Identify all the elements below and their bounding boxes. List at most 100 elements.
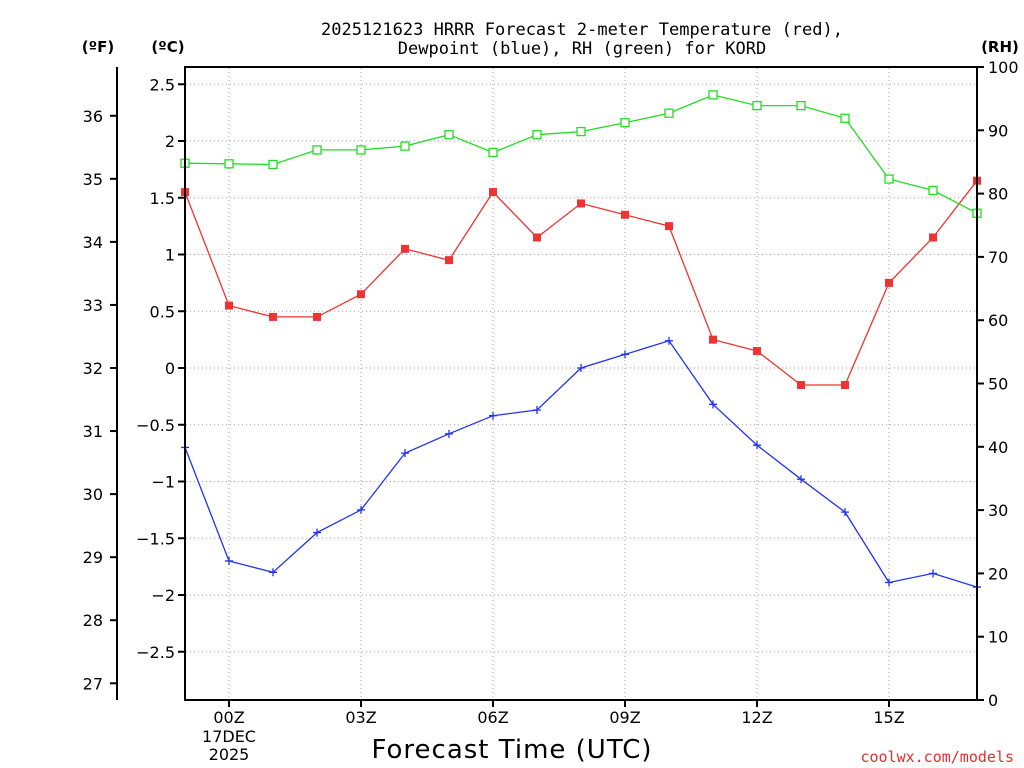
x-tick-label: 15Z (873, 708, 904, 727)
rh-point (356, 145, 366, 155)
fahrenheit-tick-label: 30 (83, 485, 103, 504)
celsius-tick-label: −2.5 (136, 643, 175, 662)
dewpoint-point (753, 441, 761, 450)
rh-point (532, 130, 542, 140)
x-tick-date: 17DEC (202, 727, 256, 746)
temperature-point (225, 301, 233, 310)
rh-line (184, 94, 978, 214)
x-tick-label: 12Z (741, 708, 772, 727)
dewpoint-point (709, 400, 717, 409)
rh-tick-label: 80 (988, 185, 1008, 204)
dewpoint-point (269, 568, 277, 577)
temperature-point (885, 278, 893, 287)
dewpoint-point (929, 569, 937, 578)
rh-tick-label: 50 (988, 375, 1008, 394)
gridlines (186, 68, 976, 699)
temperature-point (709, 335, 717, 344)
temperature-point (445, 256, 453, 265)
celsius-tick-label: 0 (165, 359, 175, 378)
rh-point (884, 174, 894, 184)
rh-tick-label: 100 (988, 58, 1019, 77)
axes: 2.5 2 1.5 1 0.5 0 −0.5 −1 −1.5 −2 −2.5 00Z17DEC2025… (83, 58, 1019, 764)
rh-tick-label: 60 (988, 311, 1008, 330)
temperature-point (797, 381, 805, 390)
temperature-point (753, 346, 761, 355)
temperature-point (665, 222, 673, 231)
dewpoint-point (225, 556, 233, 565)
rh-point (488, 147, 498, 158)
rh-point (708, 90, 718, 100)
fahrenheit-tick-label: 28 (83, 611, 103, 630)
temperature-point (577, 199, 585, 208)
celsius-tick-label: 1 (165, 246, 175, 265)
dewpoint-point (533, 405, 541, 414)
fahrenheit-tick-label: 36 (83, 107, 103, 126)
credit-text: coolwx.com/models (860, 748, 1014, 766)
rh-point (752, 100, 762, 111)
temperature-point (621, 210, 629, 219)
dewpoint-point (445, 429, 453, 438)
celsius-tick-label: 2.5 (150, 75, 175, 94)
dewpoint-line (184, 340, 978, 588)
chart-title-line-2: Dewpoint (blue), RH (green) for KORD (398, 39, 766, 59)
temperature-point (357, 290, 365, 299)
x-tick-label: 00Z (213, 708, 244, 727)
rh-unit-label: (RH) (981, 38, 1019, 56)
celsius-tick-label: −0.5 (136, 416, 175, 435)
fahrenheit-tick-label: 31 (83, 422, 103, 441)
fahrenheit-tick-label: 34 (83, 233, 103, 252)
dewpoint-point (797, 475, 805, 484)
fahrenheit-tick-label: 32 (83, 359, 103, 378)
chart-title-line-1: 2025121623 HRRR Forecast 2-meter Tempera… (321, 20, 843, 40)
temperature-point (533, 233, 541, 242)
dewpoint-point (357, 505, 365, 514)
celsius-tick-label: 0.5 (150, 302, 175, 321)
rh-tick-label: 30 (988, 501, 1008, 520)
rh-tick-label: 0 (988, 691, 998, 710)
temperature-point (401, 244, 409, 253)
x-tick-label: 09Z (609, 708, 640, 727)
temperature-point (313, 312, 321, 321)
x-axis-title: Forecast Time (UTC) (371, 735, 652, 765)
dewpoint-point (577, 364, 585, 372)
rh-point (400, 141, 410, 151)
rh-point (928, 185, 938, 196)
rh-point (796, 100, 806, 111)
x-tick-year: 2025 (209, 745, 250, 764)
rh-point (312, 145, 322, 155)
x-tick-label: 06Z (477, 708, 508, 727)
x-tick-label: 03Z (345, 708, 376, 727)
fahrenheit-tick-label: 27 (83, 674, 103, 693)
dewpoint-point (313, 528, 321, 537)
rh-point (840, 113, 850, 123)
dewpoint-point (841, 508, 849, 517)
celsius-tick-label: −2 (151, 586, 175, 605)
temperature-point (489, 188, 497, 197)
celsius-unit-label: (ºC) (151, 38, 184, 56)
dewpoint-point (885, 578, 893, 587)
fahrenheit-tick-label: 29 (83, 548, 103, 567)
dewpoint-point (665, 336, 673, 345)
rh-tick-label: 40 (988, 438, 1008, 457)
rh-tick-label: 20 (988, 564, 1008, 583)
dewpoint-point (621, 350, 629, 359)
rh-tick-label: 90 (988, 121, 1008, 140)
temperature-point (269, 312, 277, 321)
celsius-tick-label: −1.5 (136, 529, 175, 548)
rh-tick-label: 10 (988, 628, 1008, 647)
rh-point (664, 108, 674, 118)
celsius-tick-label: −1 (151, 473, 175, 492)
plot-frame (184, 66, 978, 701)
temperature-point (841, 381, 849, 390)
fahrenheit-unit-label: (ºF) (82, 38, 114, 56)
celsius-tick-label: 2 (165, 132, 175, 151)
temperature-line (184, 180, 978, 386)
fahrenheit-tick-label: 33 (83, 296, 103, 315)
fahrenheit-tick-label: 35 (83, 170, 103, 189)
rh-point (224, 159, 234, 169)
data-series (180, 90, 982, 592)
rh-point (268, 159, 278, 170)
rh-point (620, 118, 630, 128)
rh-point (576, 126, 586, 137)
